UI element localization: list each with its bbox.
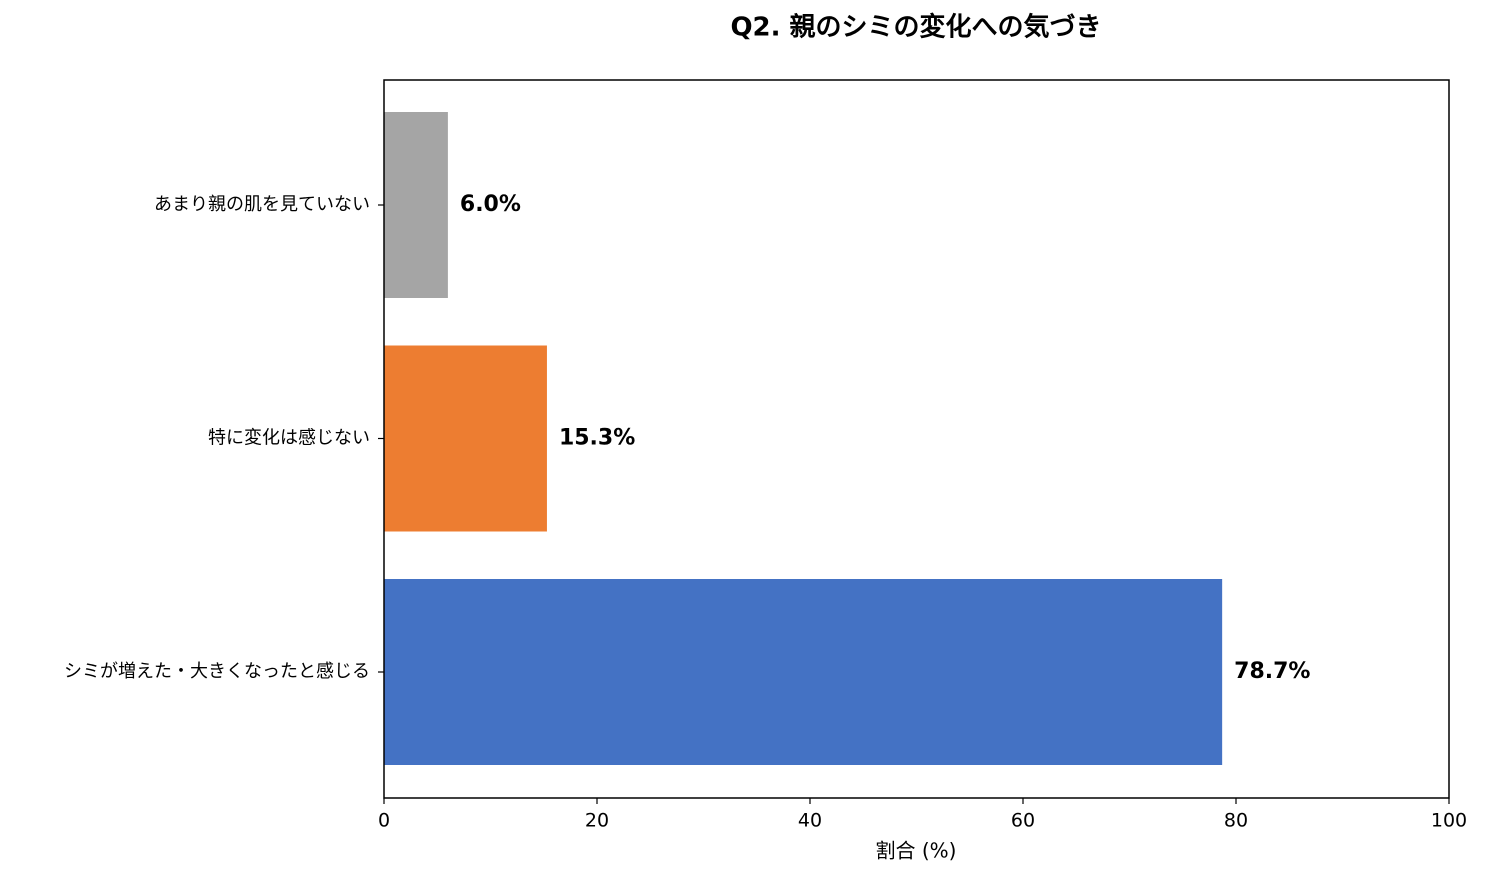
value-label: 78.7% [1234, 659, 1310, 684]
x-axis-label: 割合 (%) [876, 839, 957, 863]
x-tick-label: 80 [1224, 810, 1248, 832]
x-tick-label: 100 [1431, 810, 1467, 832]
value-label: 15.3% [559, 426, 635, 451]
x-tick-label: 20 [585, 810, 609, 832]
bar [384, 579, 1223, 765]
x-tick-label: 0 [378, 810, 390, 832]
y-tick-label: あまり親の肌を見ていない [154, 194, 370, 215]
y-tick-label: 特に変化は感じない [208, 428, 370, 449]
x-tick-label: 60 [1011, 810, 1035, 832]
chart-title: Q2. 親のシミの変化への気づき [730, 12, 1101, 43]
y-tick-label: シミが増えた・大きくなったと感じる [64, 661, 370, 682]
plot-frame [383, 79, 1450, 799]
x-tick-label: 40 [798, 810, 822, 832]
value-label: 6.0% [460, 192, 521, 217]
bar [384, 345, 547, 532]
bar [384, 112, 448, 298]
